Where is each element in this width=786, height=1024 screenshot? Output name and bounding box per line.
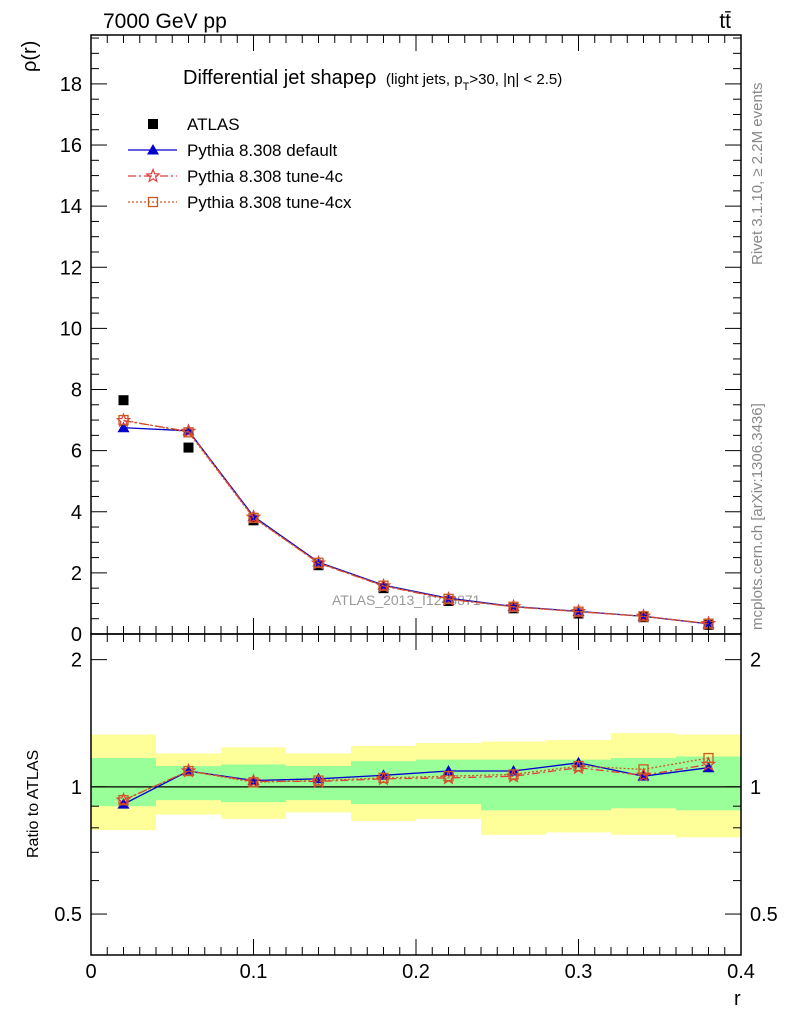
- ratio-series-2-point: [183, 765, 194, 777]
- main-axes: 0 2 4 6 8 10 12 14 16 18: [60, 34, 742, 646]
- rivet-label: Rivet 3.1.10, ≥ 2.2M events: [749, 83, 766, 266]
- y-axis-label: ρ(r): [19, 41, 41, 72]
- main-series-3-point: [313, 557, 324, 568]
- chart-title-sub-t: T: [463, 81, 470, 93]
- legend: ATLAS Pythia 8.308 default Pythia 8.308 tu…: [128, 115, 352, 212]
- chart-title-sub: (light jets, p: [386, 71, 463, 88]
- header-left: 7000 GeV pp: [103, 10, 227, 33]
- main-series-3-point: [443, 593, 454, 605]
- main-series-3-point: [573, 606, 584, 617]
- y-tick-label: 14: [60, 196, 82, 218]
- main-series-0-point: [118, 395, 129, 406]
- main-series-3-point: [638, 611, 649, 622]
- legend-marker: [147, 196, 159, 208]
- ratio-y-tick-label: 1: [71, 777, 82, 799]
- header-right: tt̄: [719, 10, 731, 33]
- legend-marker: [145, 167, 161, 183]
- x-tick-label: 0: [85, 961, 96, 983]
- ratio-series-2-point: [378, 772, 389, 784]
- chart-title: Differential jet shapeρ (light jets, pT>…: [183, 67, 562, 93]
- main-series-3-point: [118, 414, 129, 426]
- ratio-series-2-point: [703, 752, 714, 764]
- y-tick-label: 4: [71, 502, 82, 524]
- x-tick-label: 0.4: [727, 961, 755, 983]
- x-tick-label: 0.1: [240, 961, 268, 983]
- ratio-y-axis-label: Ratio to ATLAS: [25, 750, 42, 858]
- y-tick-label: 6: [71, 441, 82, 463]
- main-series-3-point: [378, 580, 389, 591]
- ratio-y-tick-label: 2: [71, 650, 82, 672]
- legend-label: Pythia 8.308 tune-4c: [187, 167, 343, 186]
- band-inner: [611, 758, 676, 809]
- ratio-series-1-line: [123, 763, 709, 801]
- y-tick-label: 18: [60, 74, 82, 96]
- ratio-series-2-line: [123, 757, 709, 801]
- x-axis-label: r: [734, 988, 741, 1010]
- legend-marker: [147, 144, 159, 155]
- main-data: [115, 395, 717, 631]
- main-series-3-point: [248, 512, 259, 524]
- ratio-y-tick-label-right: 0.5: [750, 904, 778, 926]
- legend-label: Pythia 8.308 tune-4cx: [187, 193, 352, 212]
- y-tick-label: 12: [60, 257, 82, 279]
- ratio-series-2-point: [508, 769, 519, 780]
- main-series-3-point: [183, 427, 194, 438]
- chart-title-main: Differential jet shapeρ: [183, 67, 376, 89]
- x-tick-label: 0.2: [402, 961, 430, 983]
- ratio-panel: [91, 733, 741, 838]
- band-inner: [546, 759, 611, 811]
- ratio-y-tick-label-right: 2: [750, 650, 761, 672]
- ratio-series-2-point: [248, 777, 259, 788]
- ratio-series-2-point: [118, 795, 129, 806]
- ratio-series-2-point: [573, 760, 584, 772]
- y-tick-label: 2: [71, 563, 82, 585]
- y-tick-label: 16: [60, 135, 82, 157]
- legend-marker: [148, 119, 158, 129]
- y-tick-label: 0: [71, 624, 82, 646]
- x-tick-label: 0.3: [565, 961, 593, 983]
- y-tick-label: 10: [60, 318, 82, 340]
- legend-label: ATLAS: [187, 115, 240, 134]
- ratio-data: [91, 752, 741, 809]
- ratio-y-tick-label-right: 1: [750, 777, 761, 799]
- mcplots-label: mcplots.cern.ch [arXiv:1306.3436]: [749, 403, 766, 630]
- main-series-0-point: [183, 442, 194, 453]
- ratio-y-tick-label: 0.5: [54, 904, 82, 926]
- main-series-3-point: [508, 601, 519, 612]
- legend-label: Pythia 8.308 default: [187, 141, 338, 160]
- y-tick-label: 8: [71, 380, 82, 402]
- ratio-series-0-line: [123, 762, 709, 805]
- ratio-series-2-point: [443, 771, 454, 782]
- main-series-1-point: [117, 421, 130, 433]
- ratio-series-2-point: [638, 764, 649, 775]
- main-series-2-line: [123, 420, 709, 625]
- ratio-axes: 0.5 0.5 1 1 2 2 0 0.1 0.2 0.3 0.4: [54, 633, 778, 983]
- ratio-series-2-point: [313, 775, 324, 786]
- chart-title-sub-rest: >30, |η| < 2.5): [469, 71, 562, 88]
